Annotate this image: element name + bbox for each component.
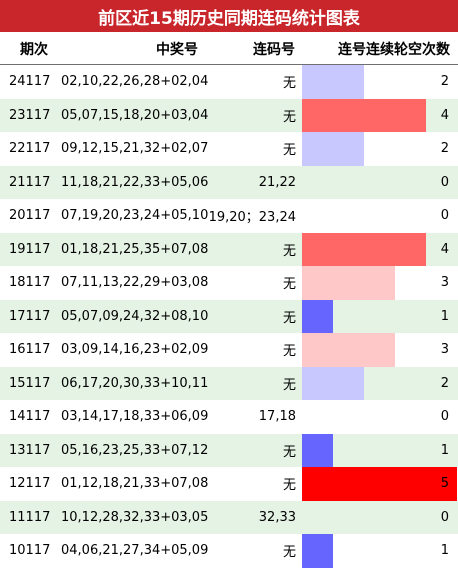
table-row: 14117 03,14,17,18,33+06,09 17,18 0 [0,400,458,434]
skip-count-cell: 1 [440,543,449,559]
header-sequential-numbers: 连码号 [253,42,295,58]
skip-count-cell: 2 [440,141,449,157]
skip-count-cell: 0 [440,174,449,190]
sequential-numbers-cell: 32,33 [258,509,296,525]
table-row: 18117 07,11,13,22,29+03,08 无 3 [0,266,458,300]
winning-numbers-cell: 01,18,21,25,35+07,08 [61,241,209,257]
skip-bar [302,132,364,166]
winning-numbers-cell: 09,12,15,21,32+02,07 [61,141,209,157]
winning-numbers-cell: 10,12,28,32,33+03,05 [61,509,209,525]
skip-bar [302,333,395,367]
sequential-numbers-cell: 17,18 [258,409,296,425]
skip-count-cell: 0 [440,208,449,224]
table-row: 24117 02,10,22,26,28+02,04 无 2 [0,65,458,99]
period-cell: 12117 [9,476,51,492]
period-cell: 19117 [9,241,51,257]
table-row: 19117 01,18,21,25,35+07,08 无 4 [0,232,458,266]
period-cell: 11117 [9,509,51,525]
sequential-numbers-cell: 无 [282,143,296,159]
winning-numbers-cell: 05,07,15,18,20+03,04 [61,107,209,123]
skip-bar [302,65,364,99]
chart-title: 前区近15期历史同期连码统计图表 [0,0,458,32]
winning-numbers-cell: 05,16,23,25,33+07,12 [61,442,209,458]
skip-bar [302,433,333,467]
table-header: 期次 中奖号 连码号 连号连续轮空次数 [0,32,458,65]
period-cell: 17117 [9,308,51,324]
winning-numbers-cell: 05,07,09,24,32+08,10 [61,308,209,324]
sequential-numbers-cell: 无 [282,444,296,460]
sequential-numbers-cell: 无 [282,277,296,293]
skip-bar [302,467,457,501]
winning-numbers-cell: 02,10,22,26,28+02,04 [61,74,209,90]
skip-count-cell: 3 [440,342,449,358]
table-row: 23117 05,07,15,18,20+03,04 无 4 [0,98,458,132]
winning-numbers-cell: 01,12,18,21,33+07,08 [61,476,209,492]
sequential-numbers-cell: 无 [282,243,296,259]
winning-numbers-cell: 03,09,14,16,23+02,09 [61,342,209,358]
period-cell: 21117 [9,174,51,190]
winning-numbers-cell: 06,17,20,30,33+10,11 [61,375,209,391]
sequential-numbers-cell: 19,20；23,24 [208,210,296,226]
sequential-numbers-cell: 无 [282,545,296,561]
winning-numbers-cell: 03,14,17,18,33+06,09 [61,409,209,425]
sequential-numbers-cell: 无 [282,109,296,125]
skip-count-cell: 1 [440,442,449,458]
period-cell: 20117 [9,208,51,224]
winning-numbers-cell: 04,06,21,27,34+05,09 [61,543,209,559]
table-row: 20117 07,19,20,23,24+05,10 19,20；23,24 0 [0,199,458,233]
skip-count-cell: 5 [440,476,449,492]
sequential-numbers-cell: 无 [282,310,296,326]
table-row: 10117 04,06,21,27,34+05,09 无 1 [0,534,458,568]
period-cell: 15117 [9,375,51,391]
table-row: 21117 11,18,21,22,33+05,06 21,22 0 [0,165,458,199]
period-cell: 10117 [9,543,51,559]
winning-numbers-cell: 07,11,13,22,29+03,08 [61,275,209,291]
skip-count-cell: 4 [440,107,449,123]
skip-count-cell: 2 [440,74,449,90]
sequential-numbers-cell: 无 [282,377,296,393]
sequential-numbers-cell: 无 [282,478,296,494]
skip-count-cell: 1 [440,308,449,324]
table-row: 15117 06,17,20,30,33+10,11 无 2 [0,366,458,400]
header-skip-count: 连号连续轮空次数 [338,42,450,58]
table-row: 13117 05,16,23,25,33+07,12 无 1 [0,433,458,467]
table-row: 22117 09,12,15,21,32+02,07 无 2 [0,132,458,166]
header-period: 期次 [20,42,48,58]
skip-bar [302,266,395,300]
skip-bar [302,232,426,266]
sequential-numbers-cell: 21,22 [258,174,296,190]
period-cell: 13117 [9,442,51,458]
skip-count-cell: 0 [440,409,449,425]
skip-count-cell: 4 [440,241,449,257]
table-row: 12117 01,12,18,21,33+07,08 无 5 [0,467,458,501]
winning-numbers-cell: 07,19,20,23,24+05,10 [61,208,209,224]
period-cell: 18117 [9,275,51,291]
header-winning-numbers: 中奖号 [156,42,198,58]
skip-count-cell: 3 [440,275,449,291]
table-row: 16117 03,09,14,16,23+02,09 无 3 [0,333,458,367]
winning-numbers-cell: 11,18,21,22,33+05,06 [61,174,209,190]
skip-bar [302,366,364,400]
period-cell: 14117 [9,409,51,425]
table-body: 24117 02,10,22,26,28+02,04 无 2 23117 05,07,15… [0,65,458,568]
period-cell: 22117 [9,141,51,157]
skip-bar [302,299,333,333]
skip-bar [302,534,333,568]
period-cell: 23117 [9,107,51,123]
skip-count-cell: 2 [440,375,449,391]
table-row: 11117 10,12,28,32,33+03,05 32,33 0 [0,500,458,534]
sequential-numbers-cell: 无 [282,76,296,92]
skip-count-cell: 0 [440,509,449,525]
sequential-numbers-cell: 无 [282,344,296,360]
table-row: 17117 05,07,09,24,32+08,10 无 1 [0,299,458,333]
period-cell: 16117 [9,342,51,358]
period-cell: 24117 [9,74,51,90]
skip-bar [302,98,426,132]
